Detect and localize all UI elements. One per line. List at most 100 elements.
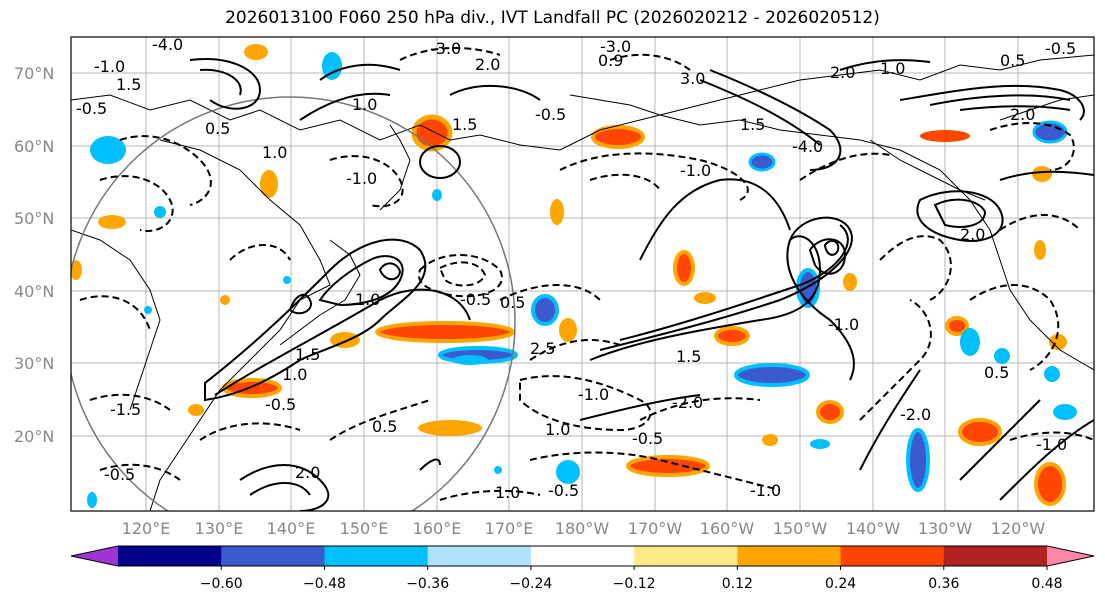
contour-label: 1.5 [740,115,765,134]
contour-label: 2.0 [475,55,500,74]
colorbar-tick-label: −0.12 [613,576,656,592]
lon-label: 150°E [340,519,389,538]
contour-label: 0.5 [500,293,525,312]
map-frame [70,36,1095,512]
contour-label: -0.5 [632,429,663,448]
lon-label: 140°W [846,519,901,538]
contour-label: 1.5 [452,115,477,134]
contour-label: -0.5 [76,99,107,118]
lon-label: 160°W [700,519,755,538]
contour-label: 1.0 [880,59,905,78]
contour-label: 2.5 [530,339,555,358]
colorbar-segment [427,546,532,566]
contour-label: -2.0 [672,393,703,412]
contour-label: -3.0 [600,37,631,56]
contour-label: 3.0 [680,69,705,88]
coastlines [71,54,1094,511]
contour-label: 1.5 [295,345,320,364]
contour-label: 0.5 [372,417,397,436]
contour-label: 2.0 [830,63,855,82]
contour-label: -1.0 [346,169,377,188]
colorbar-segment [324,546,429,566]
contour-label: -1.0 [828,315,859,334]
colorbar-segment [634,546,738,566]
colorbar-segment [118,546,222,566]
contour-label: 1.0 [355,290,380,309]
contour-label: 1.0 [262,143,287,162]
lat-label: 50°N [14,209,54,228]
landfall-region-circle [71,96,516,511]
lon-label: 120°E [122,519,171,538]
colorbar-segment [943,546,1048,566]
contour-label: -0.5 [265,395,296,414]
colorbar-tick-label: −0.48 [303,576,346,592]
contour-label: 1.0 [352,95,377,114]
map-title: 2026013100 F060 250 hPa div., IVT Landfa… [225,8,880,28]
lon-label: 120°W [991,519,1046,538]
graticule [71,37,1094,511]
contour-label: -4.0 [152,35,183,54]
map-content: 1.0 1.5 1.0 1.0 -0.5 0.5 2.5 -1.0 1.0 -0… [71,35,1094,511]
contour-label: -0.5 [104,465,135,484]
contour-label: -1.0 [750,481,781,500]
contour-label: -0.5 [548,481,579,500]
contour-label: 1.5 [676,347,701,366]
positive-contours [189,58,1094,511]
contour-label: -4.0 [792,137,823,156]
contour-label: 0.5 [205,119,230,138]
contour-label: 2.0 [295,463,320,482]
contour-label: 1.5 [116,75,141,94]
contour-label: 1.0 [282,365,307,384]
contour-label: 2.0 [1010,105,1035,124]
contour-label: -2.0 [900,405,931,424]
colorbar-tick-label: −0.60 [200,576,243,592]
contour-label: -0.5 [460,290,491,309]
contour-label: 0.5 [984,363,1009,382]
latitude-axis: 70°N 60°N 50°N 40°N 30°N 20°N [14,64,54,446]
colorbar-extend-max [1047,546,1094,566]
contour-label: -3.0 [430,39,461,58]
contour-label: -0.5 [1045,39,1076,58]
lon-label: 130°E [195,519,244,538]
lon-label: 180°W [555,519,610,538]
contour-label: -1.5 [110,400,141,419]
lat-label: 20°N [14,427,54,446]
contour-label: 2.0 [960,225,985,244]
colorbar-tick-label: 0.36 [928,576,959,592]
lon-label: 130°W [918,519,973,538]
divergence-shading [71,44,1077,508]
colorbar-tick-label: 0.48 [1031,576,1062,592]
contour-labels: 1.0 1.5 1.0 1.0 -0.5 0.5 2.5 -1.0 1.0 -0… [76,35,1076,502]
lon-label: 170°E [485,519,534,538]
colorbar-tick-label: 0.12 [722,576,753,592]
contour-label: -1.0 [578,385,609,404]
lat-label: 60°N [14,137,54,156]
contour-label: -0.5 [535,105,566,124]
contour-label: 1.0 [495,483,520,502]
contour-label: 0.9 [598,51,623,70]
lon-label: 170°W [628,519,683,538]
contour-label: -1.0 [1036,435,1067,454]
contour-label: 0.5 [1000,51,1025,70]
longitude-axis: 120°E 130°E 140°E 150°E 160°E 170°E 180°… [122,519,1046,538]
lon-label: 150°W [773,519,828,538]
colorbar-segment [221,546,325,566]
colorbar-tick-label: −0.24 [509,576,552,592]
lat-label: 40°N [14,282,54,301]
contour-label: -1.0 [94,57,125,76]
colorbar-outline [70,545,1095,567]
lat-label: 70°N [14,64,54,83]
colorbar-segment [840,546,945,566]
contour-label: 1.0 [545,420,570,439]
negative-contours [79,47,1094,501]
colorbar: −0.60 −0.48 −0.36 −0.24 −0.12 0.12 0.24 0.36 0.4… [70,545,1095,592]
colorbar-tick-label: −0.36 [406,576,449,592]
colorbar-segment [737,546,842,566]
lon-label: 140°E [267,519,316,538]
lon-label: 160°E [413,519,462,538]
contour-label: -1.0 [680,161,711,180]
colorbar-tick-label: 0.24 [825,576,856,592]
colorbar-extend-min [71,546,118,566]
colorbar-segment [530,546,635,566]
